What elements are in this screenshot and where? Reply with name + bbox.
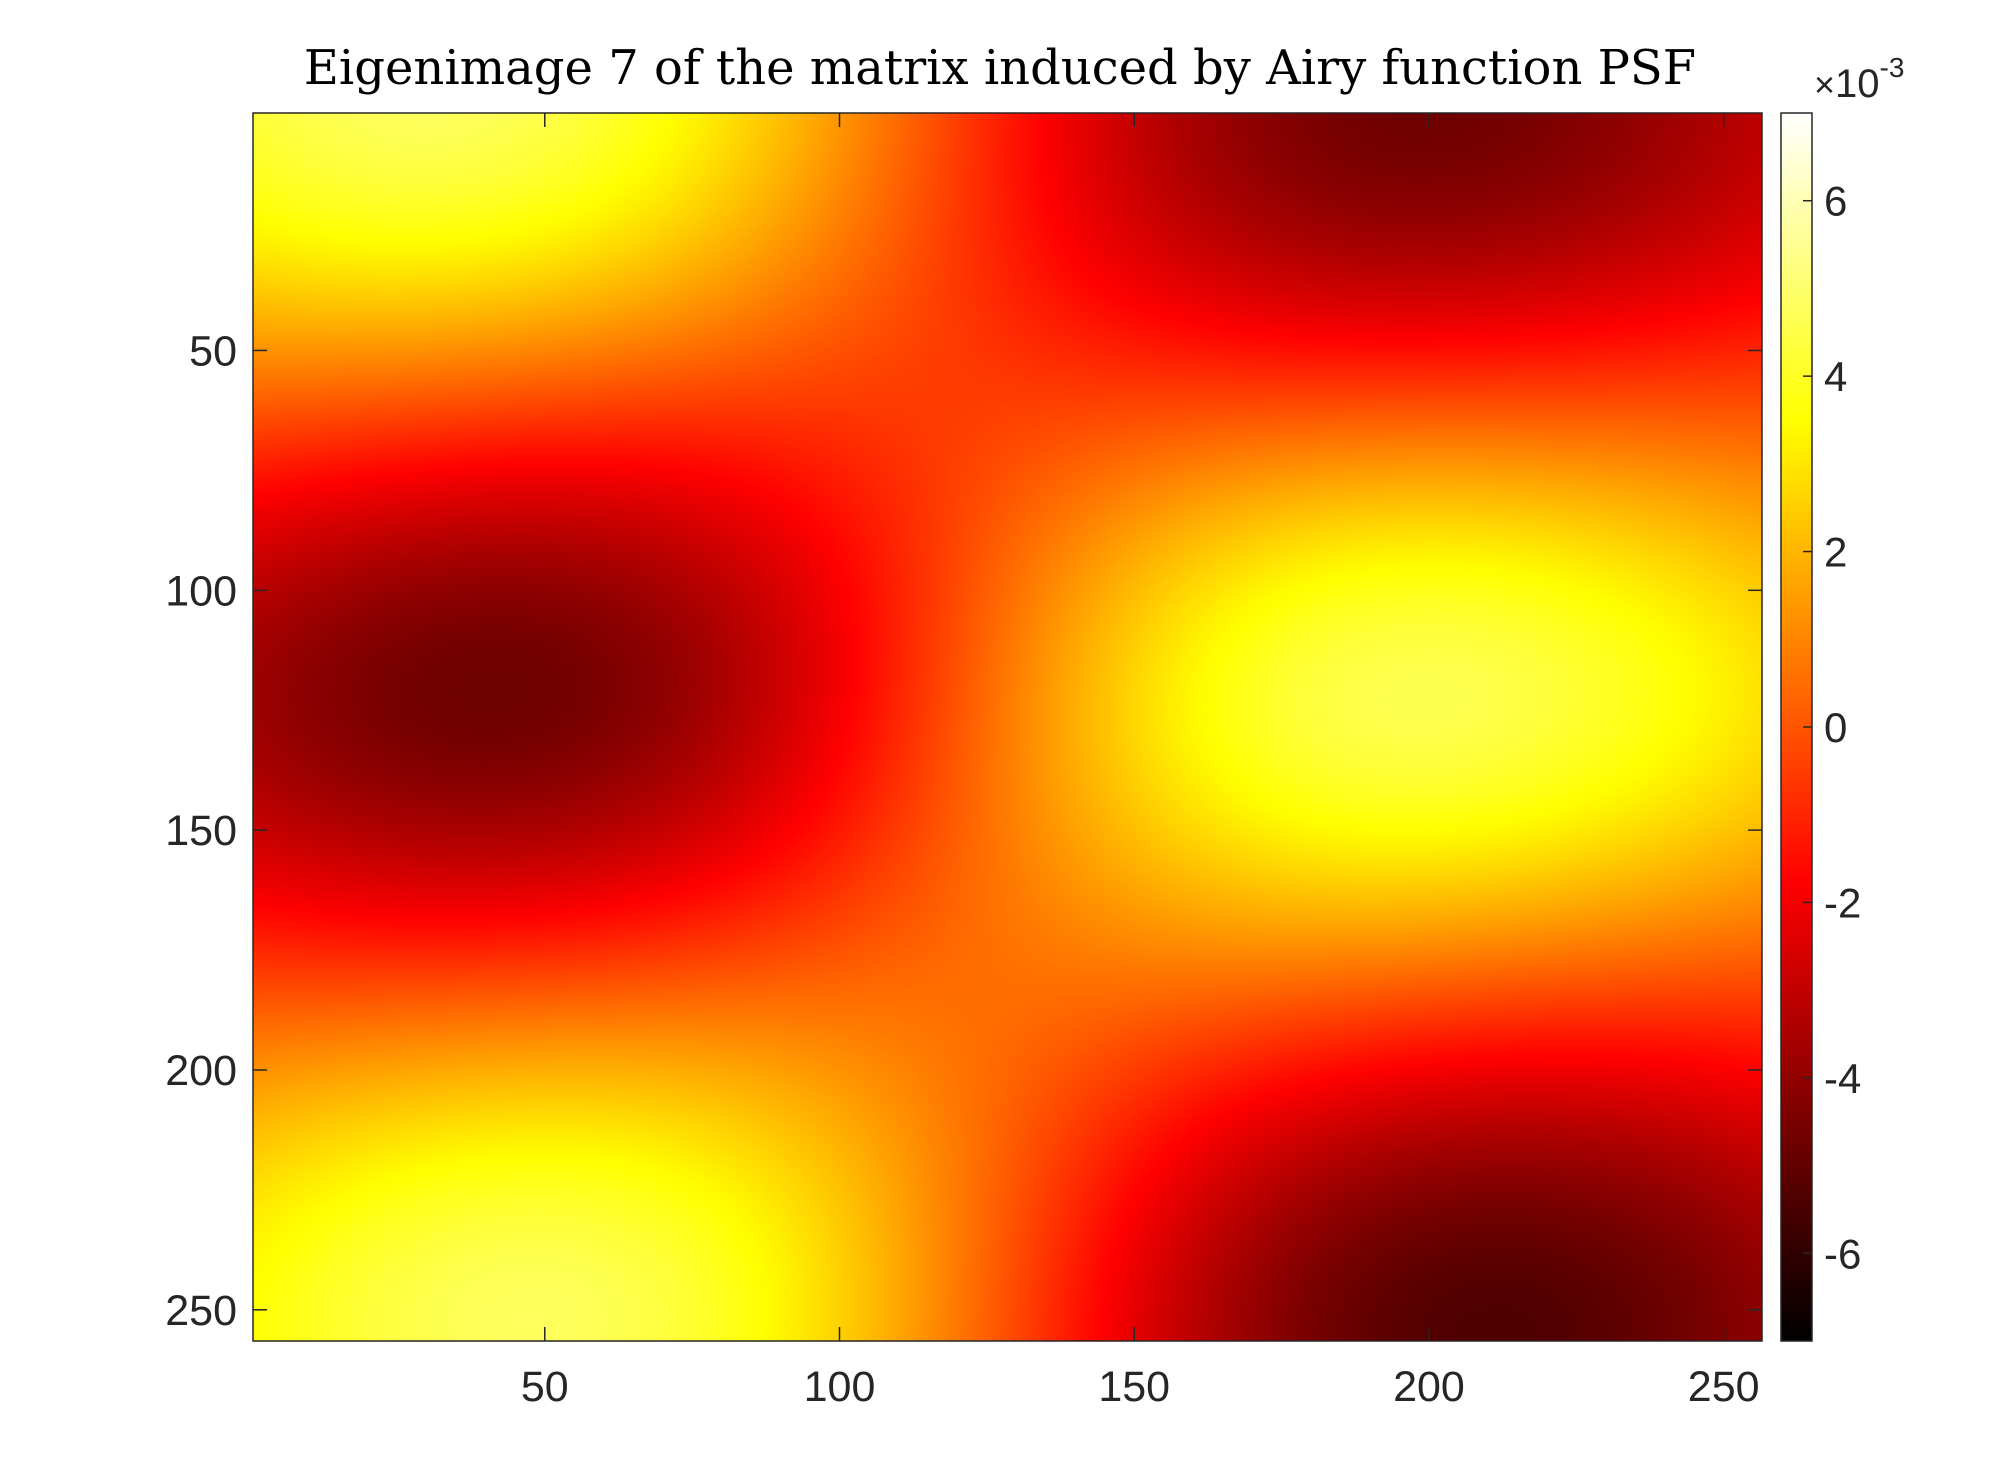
colorbar-tick-label: 4 <box>1824 353 1847 400</box>
colorbar-multiplier: ×10-3 <box>1814 52 1904 106</box>
colorbar-tick-label: -2 <box>1824 879 1861 926</box>
colorbar-tick-label: 2 <box>1824 529 1847 576</box>
colorbar-tick-label: -4 <box>1824 1055 1861 1102</box>
multiplier-base: 10 <box>1835 62 1880 106</box>
heatmap-image <box>253 113 1762 1341</box>
colorbar-tick-label: 0 <box>1824 704 1847 751</box>
axis-ticks: 50 100 150 200 250 50 100 150 200 250 <box>165 113 1762 1411</box>
colorbar-tick-label: 6 <box>1824 178 1847 225</box>
x-tick-label: 50 <box>521 1363 569 1411</box>
x-tick-label: 150 <box>1098 1363 1170 1411</box>
colorbar-ticks: 6 4 2 0 -2 -4 -6 <box>1803 178 1861 1277</box>
multiplier-exponent: -3 <box>1880 52 1905 83</box>
colorbar-tick-label: -6 <box>1824 1230 1861 1277</box>
y-tick-label: 150 <box>165 807 237 855</box>
y-tick-label: 50 <box>189 327 237 375</box>
y-tick-label: 250 <box>165 1287 237 1335</box>
x-tick-label: 250 <box>1688 1363 1760 1411</box>
x-tick-label: 100 <box>804 1363 876 1411</box>
y-tick-label: 200 <box>165 1047 237 1095</box>
y-tick-label: 100 <box>165 567 237 615</box>
plot-frame <box>252 112 1763 1342</box>
x-tick-label: 200 <box>1393 1363 1465 1411</box>
multiplier-symbol: × <box>1814 64 1835 105</box>
chart-title: Eigenimage 7 of the matrix induced by Ai… <box>304 40 1696 96</box>
